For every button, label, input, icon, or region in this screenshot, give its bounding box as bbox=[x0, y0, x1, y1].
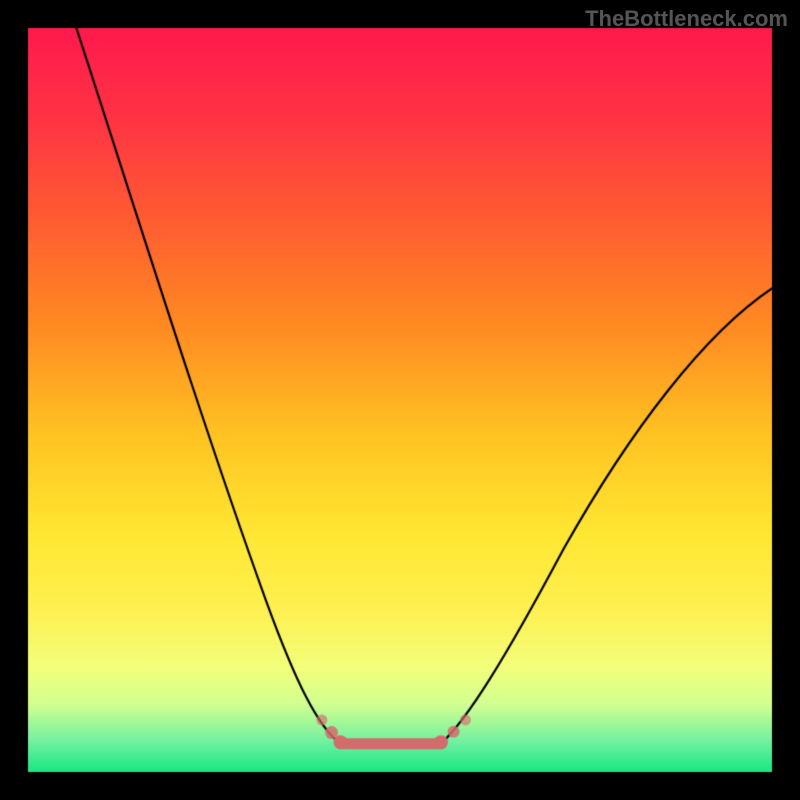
chart-container: TheBottleneck.com bbox=[0, 0, 800, 800]
watermark-text: TheBottleneck.com bbox=[585, 6, 788, 32]
bottleneck-curve-chart bbox=[0, 0, 800, 800]
